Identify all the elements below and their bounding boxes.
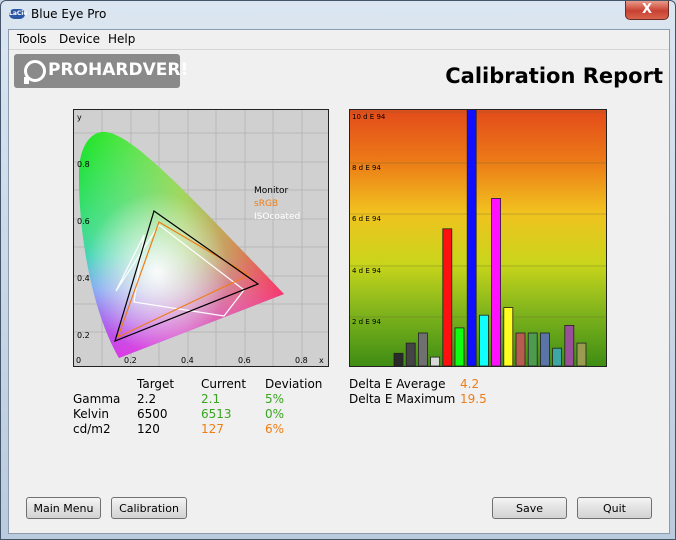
row-kelvin-label: Kelvin	[73, 407, 110, 421]
row-luminance-deviation: 6%	[265, 422, 285, 436]
delta-e-bar	[552, 347, 563, 366]
delta-e-bar	[564, 324, 575, 366]
header-current: Current	[201, 377, 247, 391]
page-title: Calibration Report	[445, 64, 663, 88]
y-tick-0-6: 0.6	[77, 217, 90, 226]
delta-e-bar	[430, 356, 440, 366]
delta-average-value: 4.2	[460, 377, 480, 391]
row-gamma-label: Gamma	[73, 392, 121, 406]
gamut-monitor	[114, 210, 260, 343]
delta-e-bar	[576, 342, 587, 366]
row-kelvin-current: 6513	[201, 407, 232, 421]
delta-e-bar	[491, 198, 502, 366]
row-kelvin-target: 6500	[137, 407, 168, 421]
header-deviation: Deviation	[265, 377, 323, 391]
lacie-app-icon: LaCie	[9, 9, 28, 19]
delta-average-label: Delta E Average	[349, 377, 446, 391]
axis-label-y: y	[77, 113, 82, 122]
axis-label-x: x	[319, 356, 324, 365]
delta-e-bar	[466, 110, 477, 366]
menu-help[interactable]: Help	[108, 32, 136, 46]
row-gamma-target: 2.2	[137, 392, 157, 406]
menu-tools[interactable]: Tools	[17, 32, 47, 46]
delta-e-svg: 10 d E 94 8 d E 94 6 d E 94 4 d E 94 2 d…	[350, 110, 606, 366]
menu-device[interactable]: Device	[59, 32, 101, 46]
legend-monitor: Monitor	[254, 186, 289, 196]
calibration-button[interactable]: Calibration	[111, 497, 187, 519]
prohardver-logo: PROHARDVER!	[14, 54, 188, 88]
y-tick-0-4: 0.4	[77, 274, 90, 283]
x-tick-0-6: 0.6	[238, 356, 251, 365]
menu-bar: Tools Device Help	[9, 30, 669, 50]
delta-tick-2: 2 d E 94	[352, 318, 381, 326]
quit-button[interactable]: Quit	[577, 497, 652, 519]
gamut-diagram: y x 0 0.2 0.4 0.6 0.8 0.2 0.4 0.6 0.8 Mo…	[73, 109, 329, 367]
close-button[interactable]: X	[625, 1, 669, 20]
gamut-svg: y x 0 0.2 0.4 0.6 0.8 0.2 0.4 0.6 0.8 Mo…	[74, 110, 328, 366]
row-luminance-label: cd/m2	[73, 422, 111, 436]
delta-e-bar	[478, 314, 489, 366]
window-title: Blue Eye Pro	[31, 7, 107, 21]
row-gamma-current: 2.1	[201, 392, 221, 406]
delta-e-bar	[539, 332, 550, 366]
delta-maximum-label: Delta E Maximum	[349, 392, 456, 406]
x-tick-0: 0	[76, 356, 81, 365]
row-gamma-deviation: 5%	[265, 392, 285, 406]
delta-e-bar	[527, 332, 538, 366]
delta-e-bars	[393, 110, 587, 366]
y-tick-0-2: 0.2	[77, 331, 90, 340]
delta-maximum-value: 19.5	[460, 392, 487, 406]
legend-isocoated: ISOcoated	[254, 212, 300, 222]
delta-e-bar	[442, 228, 453, 366]
legend-srgb: sRGB	[254, 199, 278, 209]
delta-e-bar	[405, 342, 416, 366]
delta-tick-4: 4 d E 94	[352, 267, 381, 275]
x-tick-0-4: 0.4	[181, 356, 194, 365]
x-tick-0-8: 0.8	[295, 356, 308, 365]
delta-e-chart: 10 d E 94 8 d E 94 6 d E 94 4 d E 94 2 d…	[349, 109, 607, 367]
row-luminance-target: 120	[137, 422, 160, 436]
x-tick-0-2: 0.2	[124, 356, 137, 365]
delta-e-bar	[454, 327, 465, 366]
delta-e-bar	[515, 332, 526, 366]
prohardver-p-icon	[24, 60, 46, 84]
row-kelvin-deviation: 0%	[265, 407, 285, 421]
save-button[interactable]: Save	[492, 497, 567, 519]
y-tick-0-8: 0.8	[77, 160, 90, 169]
delta-tick-6: 6 d E 94	[352, 215, 381, 223]
delta-tick-8: 8 d E 94	[352, 164, 381, 172]
gamut-srgb	[116, 221, 251, 339]
row-luminance-current: 127	[201, 422, 224, 436]
header-target: Target	[137, 377, 175, 391]
main-menu-button[interactable]: Main Menu	[26, 497, 101, 519]
delta-tick-10: 10 d E 94	[352, 113, 386, 121]
title-bar[interactable]: LaCie Blue Eye Pro X	[1, 1, 675, 29]
delta-e-bar	[393, 352, 404, 366]
delta-e-gridlines	[350, 111, 606, 318]
delta-e-bar	[503, 307, 514, 366]
delta-e-bar	[418, 332, 428, 366]
client-area: Tools Device Help PROHARDVER! Calibratio…	[8, 29, 670, 534]
logo-text: PROHARDVER!	[48, 60, 189, 80]
